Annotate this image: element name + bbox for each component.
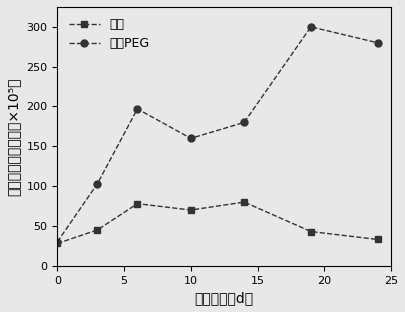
对照 [375,238,380,241]
添加PEG [309,25,313,29]
对照 [188,208,193,212]
Legend: 对照, 添加PEG: 对照, 添加PEG [64,13,155,56]
添加PEG [188,136,193,140]
X-axis label: 浸出时间（d）: 浸出时间（d） [195,291,254,305]
添加PEG [55,240,60,244]
Y-axis label: 浸出液中细菌浓度（×10⁵）: 浸出液中细菌浓度（×10⁵） [7,77,21,196]
添加PEG [95,182,100,186]
Line: 对照: 对照 [54,199,381,247]
添加PEG [375,41,380,45]
添加PEG [242,120,247,124]
对照 [95,228,100,232]
对照 [242,200,247,204]
添加PEG [135,107,140,111]
对照 [309,230,313,233]
对照 [55,241,60,245]
Line: 添加PEG: 添加PEG [54,23,381,245]
对照 [135,202,140,206]
